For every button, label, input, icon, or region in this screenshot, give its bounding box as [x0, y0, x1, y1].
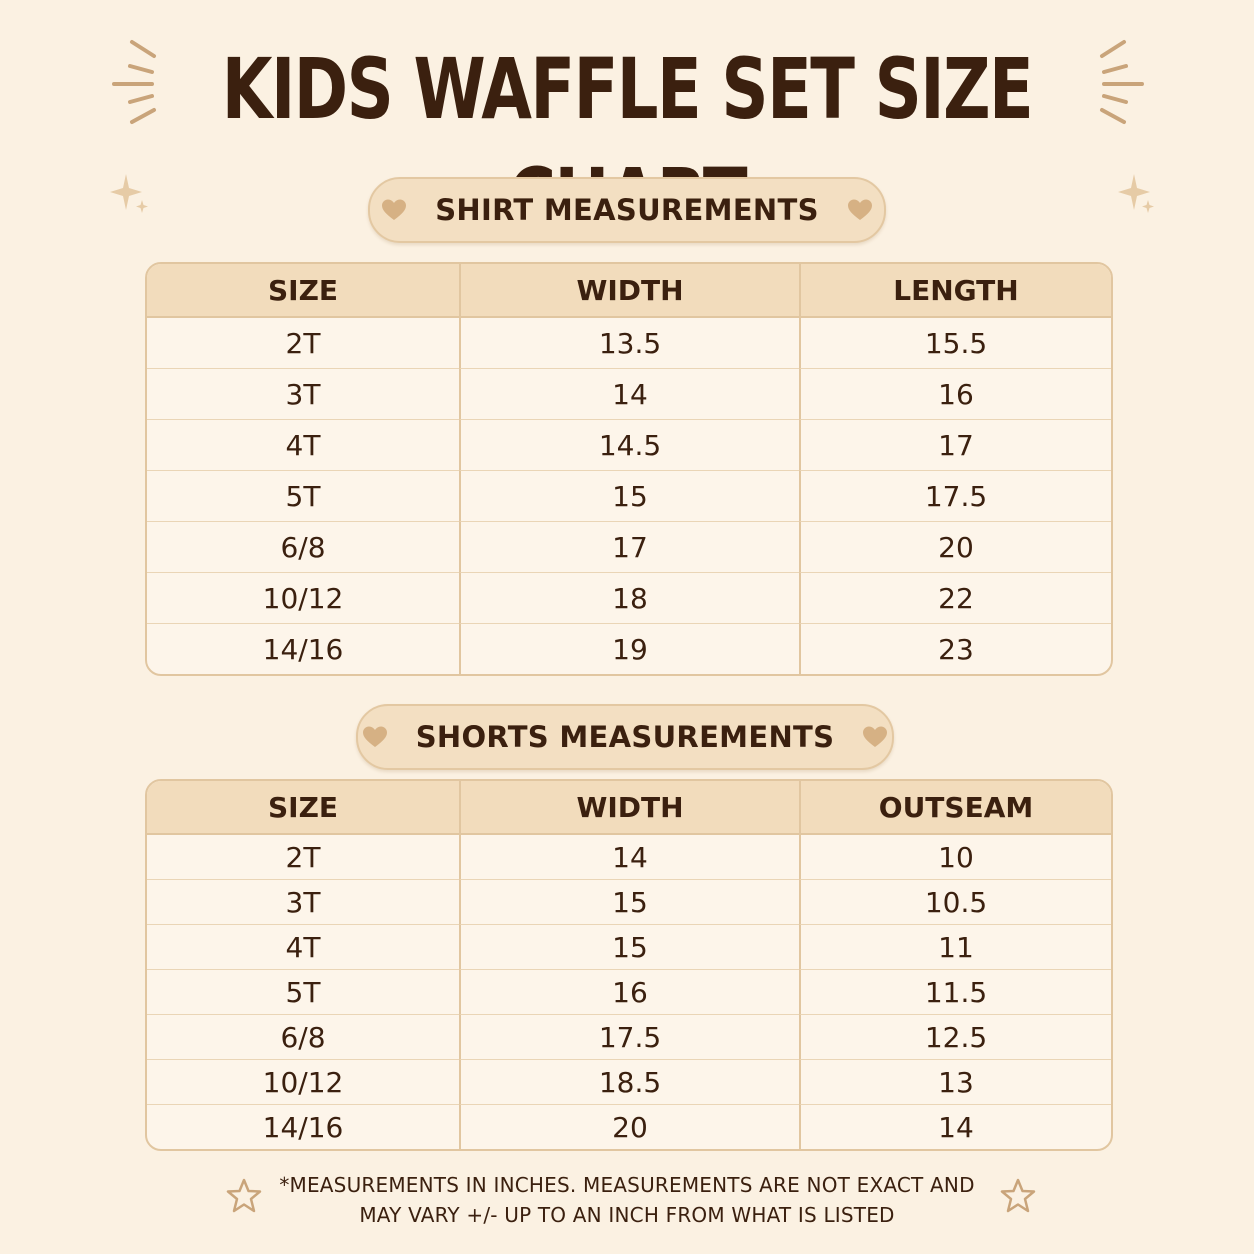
table-row: 6/8 17.5 12.5 — [147, 1014, 1111, 1059]
length-cell: 22 — [799, 572, 1111, 623]
sunburst-icon — [112, 40, 156, 124]
size-cell: 5T — [147, 470, 459, 521]
shirt-heading: SHIRT MEASUREMENTS — [435, 193, 819, 227]
width-cell: 15 — [459, 879, 799, 924]
heart-icon — [847, 199, 872, 220]
size-cell: 6/8 — [147, 1014, 459, 1059]
sunburst-icon — [1100, 40, 1144, 124]
size-cell: 10/12 — [147, 1059, 459, 1104]
heart-icon — [362, 726, 387, 747]
width-cell: 14 — [459, 368, 799, 419]
size-cell: 14/16 — [147, 623, 459, 674]
width-cell: 18 — [459, 572, 799, 623]
outseam-cell: 14 — [799, 1104, 1111, 1149]
star-icon — [1000, 1178, 1036, 1213]
column-header-size: SIZE — [147, 781, 459, 835]
heart-icon — [863, 726, 888, 747]
table-row: 14/16 19 23 — [147, 623, 1111, 674]
width-cell: 16 — [459, 969, 799, 1014]
outseam-cell: 11.5 — [799, 969, 1111, 1014]
width-cell: 17 — [459, 521, 799, 572]
star-icon — [226, 1178, 262, 1213]
width-cell: 20 — [459, 1104, 799, 1149]
outseam-cell: 12.5 — [799, 1014, 1111, 1059]
column-header-outseam: OUTSEAM — [799, 781, 1111, 835]
width-cell: 17.5 — [459, 1014, 799, 1059]
width-cell: 14.5 — [459, 419, 799, 470]
table-row: 14/16 20 14 — [147, 1104, 1111, 1149]
outseam-cell: 13 — [799, 1059, 1111, 1104]
outseam-cell: 10 — [799, 835, 1111, 879]
size-cell: 4T — [147, 419, 459, 470]
size-cell: 3T — [147, 879, 459, 924]
table-row: 3T 14 16 — [147, 368, 1111, 419]
table-header-row: SIZE WIDTH OUTSEAM — [147, 781, 1111, 835]
length-cell: 15.5 — [799, 318, 1111, 368]
table-row: 10/12 18.5 13 — [147, 1059, 1111, 1104]
table-row: 2T 13.5 15.5 — [147, 318, 1111, 368]
size-cell: 2T — [285, 840, 321, 874]
shorts-heading-pill: SHORTS MEASUREMENTS — [356, 704, 894, 770]
size-cell: 5T — [147, 969, 459, 1014]
sparkle-icon — [1118, 174, 1154, 213]
column-header-length: LENGTH — [799, 264, 1111, 318]
length-cell: 23 — [799, 623, 1111, 674]
table-row: 3T 15 10.5 — [147, 879, 1111, 924]
size-cell: 4T — [147, 924, 459, 969]
table-row: 2T 14 10 — [147, 835, 1111, 879]
table-row: 6/8 17 20 — [147, 521, 1111, 572]
length-cell: 16 — [799, 368, 1111, 419]
width-cell: 15 — [459, 470, 799, 521]
size-cell: 6/8 — [147, 521, 459, 572]
size-cell: 3T — [147, 368, 459, 419]
shorts-heading: SHORTS MEASUREMENTS — [415, 720, 835, 754]
column-header-width: WIDTH — [459, 264, 799, 318]
size-cell: 2T — [285, 326, 321, 360]
shirt-heading-pill: SHIRT MEASUREMENTS — [368, 177, 886, 243]
table-row: 4T 15 11 — [147, 924, 1111, 969]
width-cell: 19 — [459, 623, 799, 674]
table-header-row: SIZE WIDTH LENGTH — [147, 264, 1111, 318]
length-cell: 17 — [799, 419, 1111, 470]
width-cell: 18.5 — [459, 1059, 799, 1104]
table-row: 5T 15 17.5 — [147, 470, 1111, 521]
width-cell: 13.5 — [459, 318, 799, 368]
table-row: 5T 16 11.5 — [147, 969, 1111, 1014]
outseam-cell: 10.5 — [799, 879, 1111, 924]
shirt-table: SIZE WIDTH LENGTH 2T 13.5 15.5 3T 14 16 4T 14… — [145, 262, 1113, 676]
measurement-note: *MEASUREMENTS IN INCHES. MEASUREMENTS AR… — [0, 1170, 1254, 1230]
width-cell: 15 — [459, 924, 799, 969]
length-cell: 20 — [799, 521, 1111, 572]
table-row: 10/12 18 22 — [147, 572, 1111, 623]
note-line-2: MAY VARY +/- UP TO AN INCH FROM WHAT IS … — [359, 1203, 895, 1227]
note-line-1: *MEASUREMENTS IN INCHES. MEASUREMENTS AR… — [279, 1173, 975, 1197]
sparkle-icon — [110, 174, 148, 213]
size-cell: 14/16 — [147, 1104, 459, 1149]
shorts-table: SIZE WIDTH OUTSEAM 2T 14 10 3T 15 10.5 4T 15 1… — [145, 779, 1113, 1151]
column-header-width: WIDTH — [459, 781, 799, 835]
table-row: 4T 14.5 17 — [147, 419, 1111, 470]
column-header-size: SIZE — [147, 264, 459, 318]
heart-icon — [382, 199, 407, 220]
size-cell: 10/12 — [147, 572, 459, 623]
width-cell: 14 — [459, 835, 799, 879]
outseam-cell: 11 — [799, 924, 1111, 969]
length-cell: 17.5 — [799, 470, 1111, 521]
